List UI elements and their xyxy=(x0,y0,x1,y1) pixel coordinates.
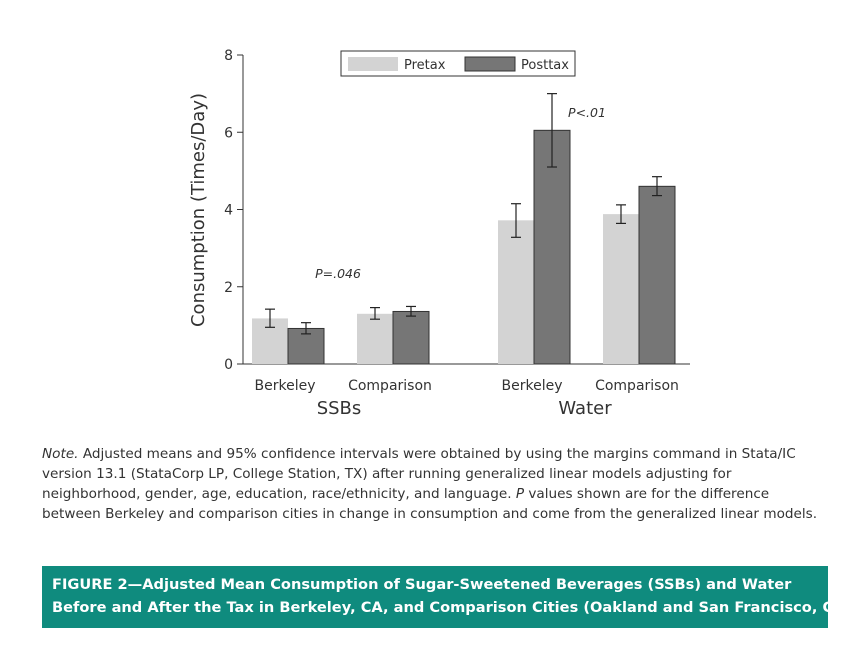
y-tick-label: 2 xyxy=(224,280,233,296)
bar-posttax-water-comparison xyxy=(638,185,676,365)
y-tick-label: 4 xyxy=(224,203,233,219)
legend-swatch-posttax xyxy=(464,56,516,72)
bar-posttax-water-berkeley xyxy=(533,129,571,365)
bar-pretax-water-berkeley xyxy=(498,220,534,364)
y-tick-label: 8 xyxy=(224,48,233,64)
x-tick-label: Berkeley xyxy=(502,378,563,394)
legend-label-posttax: Posttax xyxy=(521,58,569,73)
annotation-water: P<.01 xyxy=(568,105,606,120)
figure-note: Note. Adjusted means and 95% confidence … xyxy=(42,444,822,524)
y-axis-title: Consumption (Times/Day) xyxy=(188,93,209,327)
y-tick-label: 0 xyxy=(224,357,233,373)
y-tick-label: 6 xyxy=(224,125,233,141)
legend-label-pretax: Pretax xyxy=(404,58,446,73)
legend-swatch-pretax xyxy=(348,57,398,71)
group-label-ssbs: SSBs xyxy=(317,398,362,419)
bar-chart: 0 2 4 6 8 Consumption (Times/Day) Berkeley Comp… xyxy=(188,48,690,419)
group-label-water: Water xyxy=(558,398,612,419)
caption-line-2: Before and After the Tax in Berkeley, CA… xyxy=(52,599,846,616)
caption-line-1: FIGURE 2—Adjusted Mean Consumption of Su… xyxy=(52,576,792,593)
x-tick-label: Berkeley xyxy=(255,378,316,394)
note-p-letter: P xyxy=(515,486,525,502)
x-tick-label: Comparison xyxy=(595,378,679,394)
note-body: Adjusted means and 95% confidence interv… xyxy=(42,446,796,502)
annotation-ssbs: P=.046 xyxy=(315,266,361,281)
x-tick-label: Comparison xyxy=(348,378,432,394)
note-tail: values shown are for the difference betw… xyxy=(42,486,818,522)
note-lead: Note. xyxy=(42,446,79,462)
figure-caption: FIGURE 2—Adjusted Mean Consumption of Su… xyxy=(42,566,846,628)
bar-pretax-ssbs-comparison xyxy=(357,313,393,364)
bar-pretax-water-comparison xyxy=(603,214,639,364)
bar-posttax-ssbs-comparison xyxy=(392,310,430,365)
